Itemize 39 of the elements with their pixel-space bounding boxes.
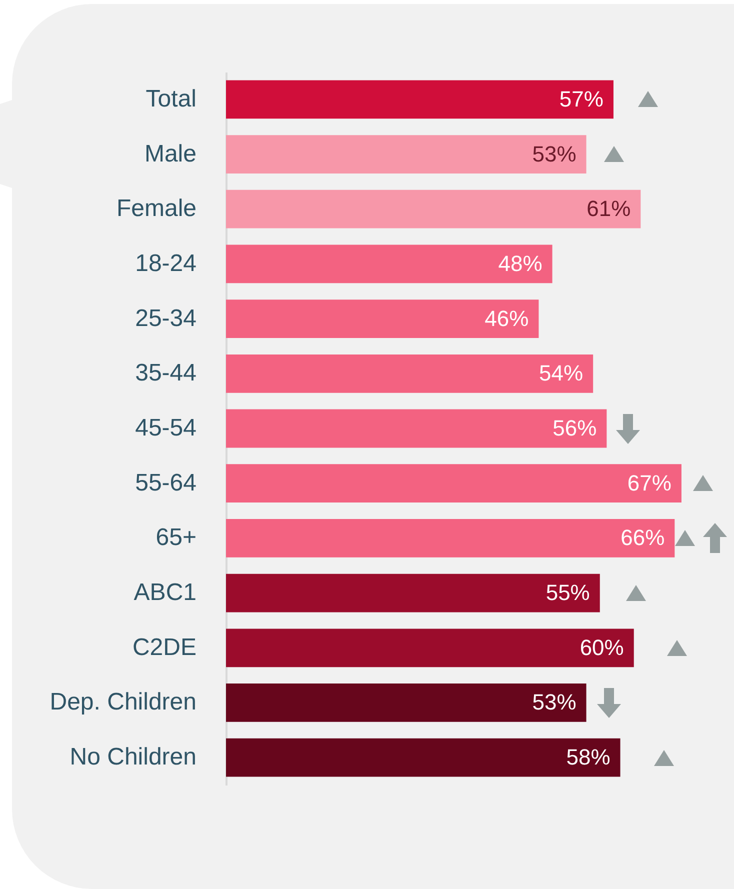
data-label: 55% (546, 580, 590, 606)
bar (226, 190, 641, 228)
bar (226, 244, 552, 284)
bar (226, 464, 682, 503)
bar (226, 574, 600, 612)
data-label: 53% (532, 141, 576, 166)
bar (226, 684, 586, 722)
bar (226, 518, 675, 558)
bar (226, 135, 586, 174)
data-label: 46% (484, 306, 529, 331)
y-tick-label: 55-64 (135, 469, 196, 496)
y-tick-label: Female (116, 195, 196, 222)
data-label: 67% (627, 470, 672, 496)
y-tick-label: 45-54 (135, 414, 196, 442)
y-tick-label: Total (146, 85, 196, 112)
bar (226, 738, 620, 777)
bar (226, 80, 614, 119)
y-tick-label: ABC1 (134, 579, 196, 606)
y-tick-label: 35-44 (135, 360, 196, 387)
data-label: 53% (532, 690, 576, 715)
bar (226, 628, 634, 668)
data-label: 60% (580, 634, 624, 660)
data-label: 58% (566, 744, 610, 770)
y-tick-label: 18-24 (135, 250, 196, 277)
y-tick-label: Male (144, 140, 196, 168)
data-label: 48% (498, 250, 542, 276)
data-label: 56% (552, 416, 597, 440)
y-tick-label: No Children (70, 744, 196, 771)
data-label: 54% (539, 360, 584, 386)
bar (226, 409, 607, 448)
data-label: 61% (586, 196, 631, 222)
bar (226, 354, 594, 393)
data-label: 66% (620, 525, 665, 550)
y-tick-label: 25-34 (135, 304, 196, 332)
y-tick-label: C2DE (132, 634, 196, 661)
data-label: 57% (559, 86, 604, 112)
bar (226, 300, 539, 338)
y-tick-label: Dep. Children (50, 688, 196, 716)
y-tick-label: 65+ (156, 524, 196, 552)
